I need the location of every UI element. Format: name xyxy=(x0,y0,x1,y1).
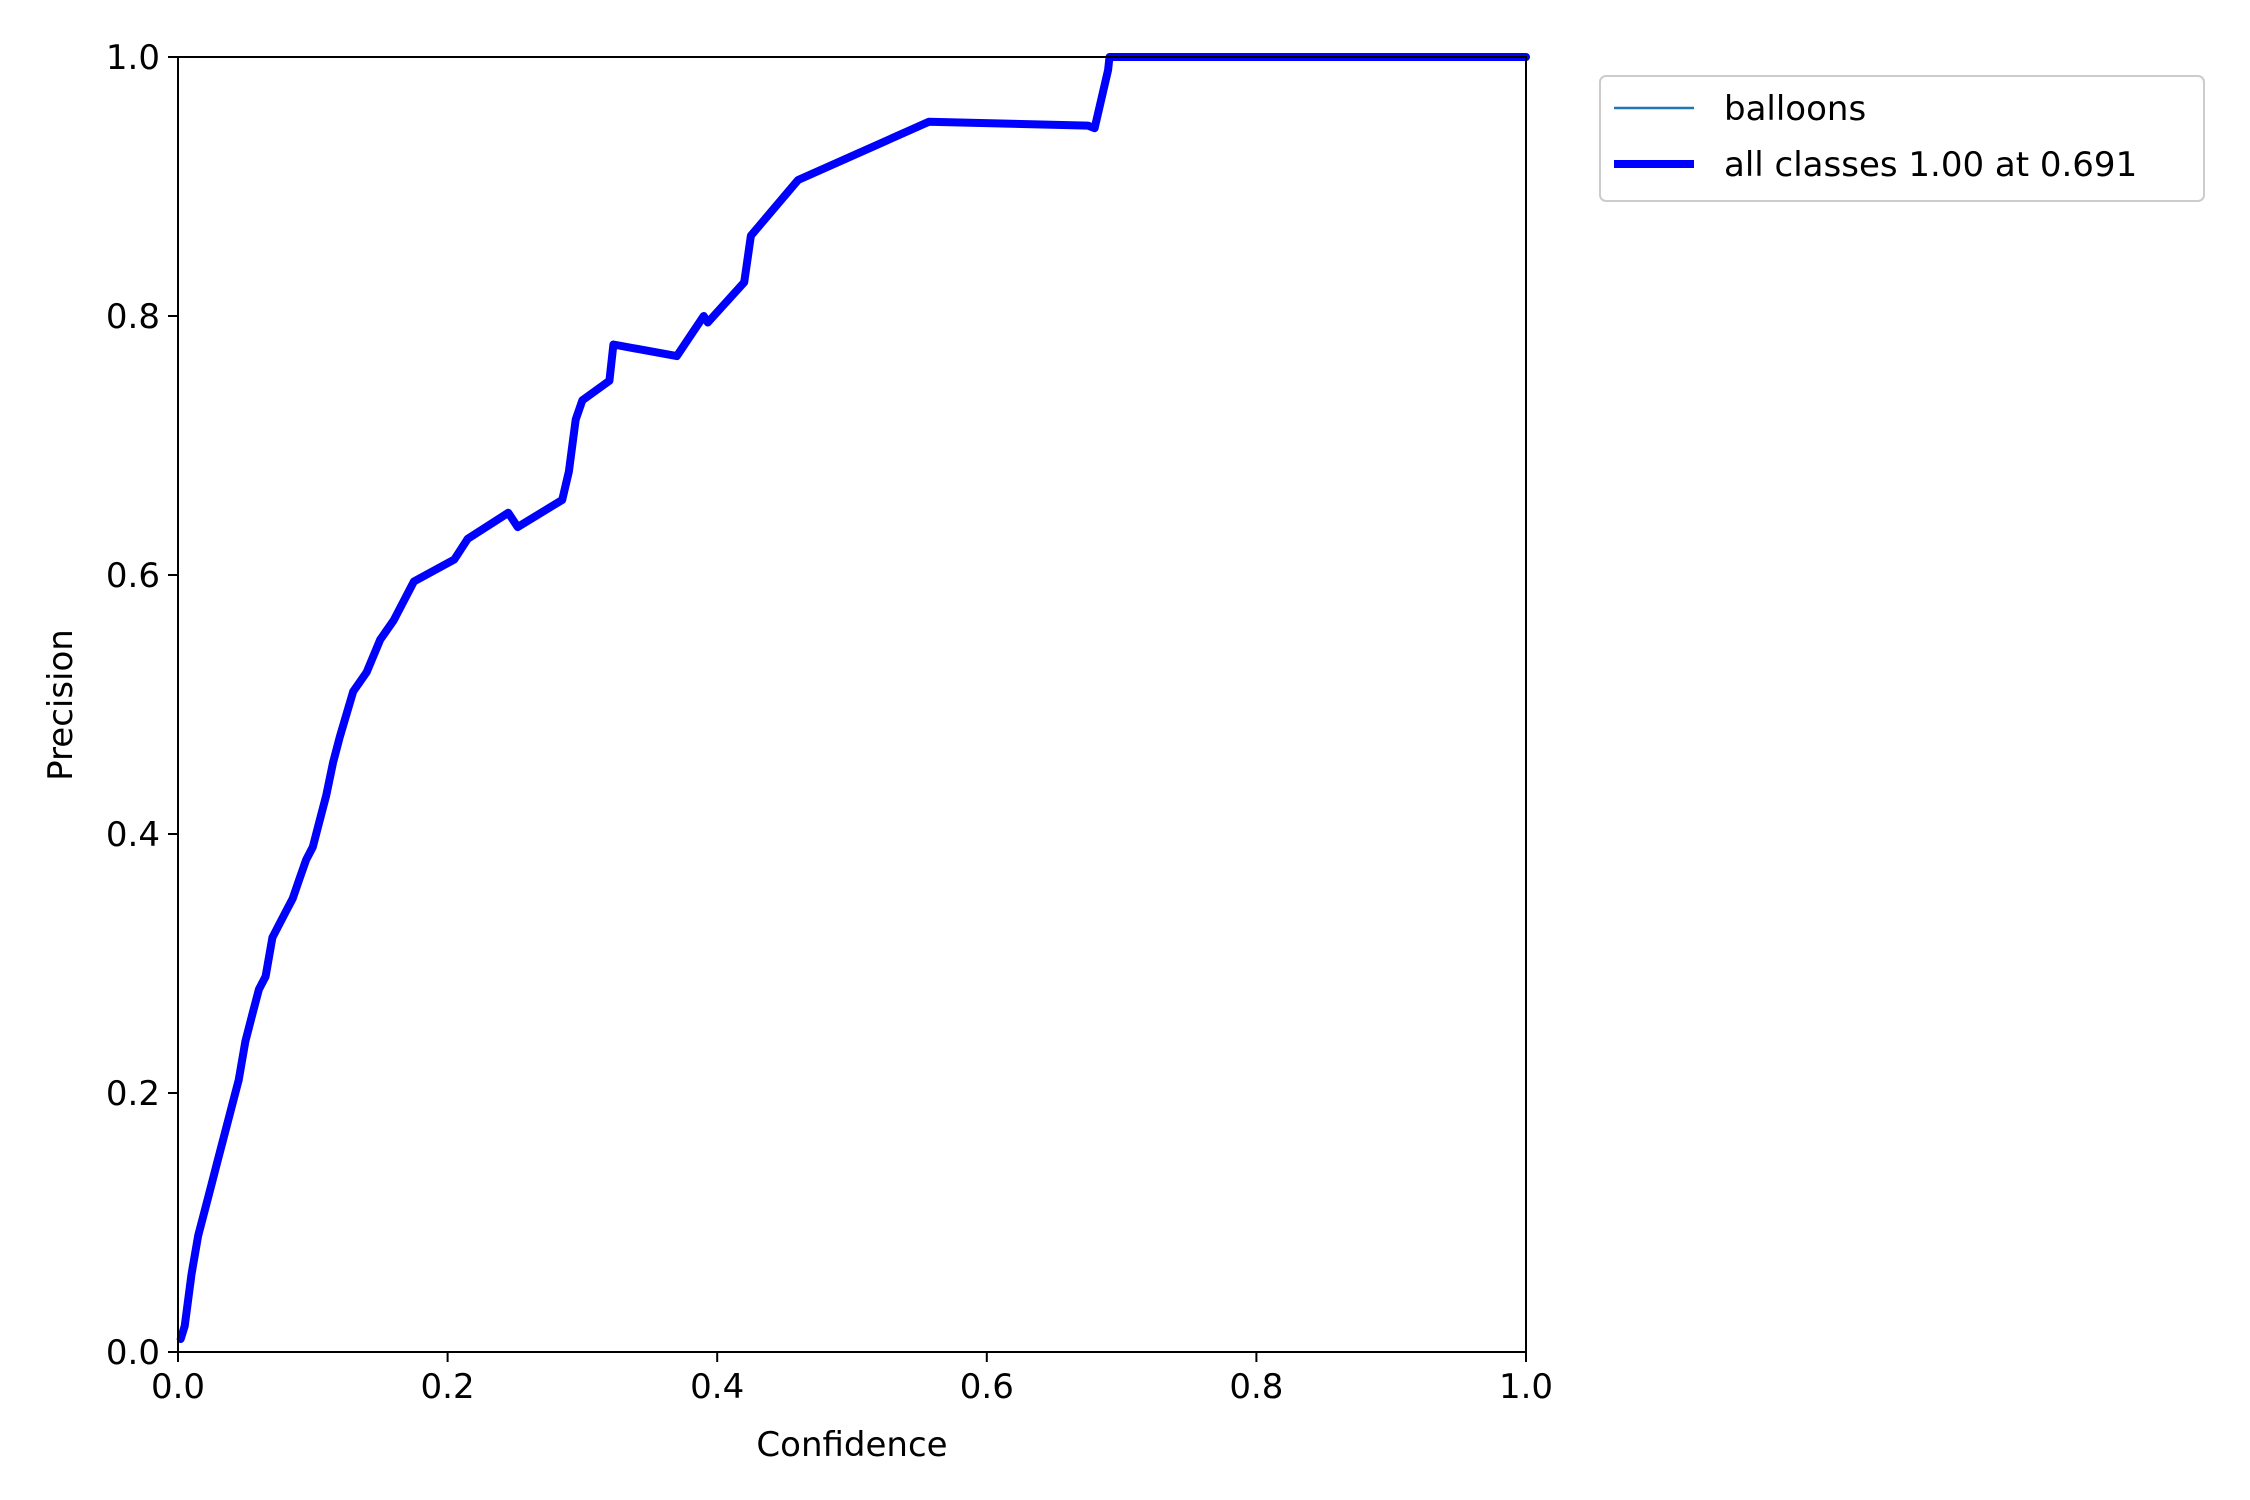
axes-frame xyxy=(177,56,1527,1353)
x-tick-label: 0.4 xyxy=(690,1367,744,1407)
x-axis-label: Confidence xyxy=(756,1425,947,1465)
legend-label-balloons: balloons xyxy=(1724,89,1866,129)
y-tick-label: 1.0 xyxy=(106,38,160,78)
x-tick-label: 0.0 xyxy=(151,1367,205,1407)
x-tick-label: 0.2 xyxy=(421,1367,475,1407)
legend: balloons all classes 1.00 at 0.691 xyxy=(1599,75,2205,202)
x-tick-label: 0.8 xyxy=(1229,1367,1283,1407)
axis-ticks: 0.0 0.2 0.4 0.6 0.8 1.0 0.0 0.2 0.4 0.6 0.8 1.0 xyxy=(106,38,1553,1407)
x-tick-label: 1.0 xyxy=(1499,1367,1553,1407)
series-layer xyxy=(176,53,1530,1343)
legend-box xyxy=(1599,75,2205,202)
y-tick-label: 0.8 xyxy=(106,297,160,337)
y-axis-label: Precision xyxy=(41,629,81,781)
series-line-all-classes xyxy=(176,53,1530,1343)
legend-label-all-classes: all classes 1.00 at 0.691 xyxy=(1724,145,2137,185)
y-tick-label: 0.6 xyxy=(106,556,160,596)
x-tick-label: 0.6 xyxy=(960,1367,1014,1407)
y-tick-label: 0.4 xyxy=(106,815,160,855)
y-tick-label: 0.0 xyxy=(106,1333,160,1373)
y-tick-label: 0.2 xyxy=(106,1074,160,1114)
